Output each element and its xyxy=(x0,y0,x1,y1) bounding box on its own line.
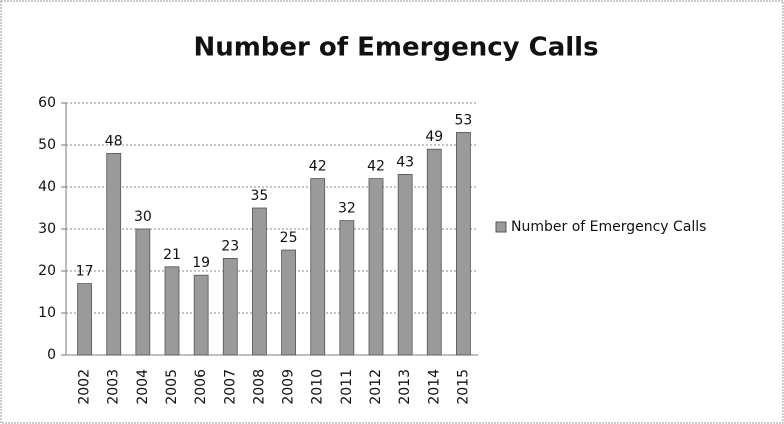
data-label: 23 xyxy=(221,238,239,254)
bar xyxy=(222,257,238,356)
x-tick-label: 2014 xyxy=(426,369,442,405)
x-tick-label: 2013 xyxy=(397,369,413,405)
bar xyxy=(106,152,122,356)
data-label: 35 xyxy=(251,188,269,204)
y-tick-label: 30 xyxy=(38,221,56,237)
data-label: 42 xyxy=(309,159,327,175)
x-tick-label: 2011 xyxy=(339,369,355,405)
y-tick-label: 40 xyxy=(38,179,56,195)
data-label: 53 xyxy=(455,112,473,128)
y-tick-label: 50 xyxy=(38,137,56,153)
data-label: 25 xyxy=(280,230,298,246)
x-tick-label: 2004 xyxy=(135,369,151,405)
data-label: 43 xyxy=(396,154,414,170)
bar xyxy=(339,220,355,356)
bar xyxy=(397,173,413,356)
y-tick-label: 60 xyxy=(38,95,56,111)
bar xyxy=(193,274,209,356)
bar xyxy=(252,207,267,356)
x-tick-label: 2002 xyxy=(77,369,93,405)
x-tick-label: 2006 xyxy=(193,369,209,405)
data-label: 32 xyxy=(338,201,356,217)
x-tick-label: 2008 xyxy=(251,369,267,405)
x-tick-label: 2015 xyxy=(455,369,471,405)
data-label: 42 xyxy=(367,159,385,175)
bar xyxy=(164,266,180,356)
bar xyxy=(310,178,326,356)
bar xyxy=(281,249,296,356)
data-label: 19 xyxy=(192,255,210,271)
x-tick-label: 2003 xyxy=(106,369,122,405)
legend-label: Number of Emergency Calls xyxy=(511,219,706,235)
data-label: 30 xyxy=(134,209,152,225)
bar xyxy=(135,228,151,356)
data-label: 21 xyxy=(163,247,181,263)
legend-swatch xyxy=(495,221,507,233)
y-tick-label: 10 xyxy=(38,305,56,321)
bar xyxy=(456,131,471,356)
x-tick-label: 2007 xyxy=(222,369,238,405)
x-tick-label: 2005 xyxy=(164,369,180,405)
bar xyxy=(426,148,442,356)
data-label: 49 xyxy=(425,129,443,145)
chart-title: Number of Emergency Calls xyxy=(193,33,598,63)
x-tick-label: 2012 xyxy=(368,369,384,405)
y-tick-label: 20 xyxy=(38,263,56,279)
y-tick-label: 0 xyxy=(47,347,56,363)
data-label: 17 xyxy=(76,264,94,280)
data-label: 48 xyxy=(105,133,123,149)
x-tick-label: 2010 xyxy=(310,369,326,405)
x-tick-label: 2009 xyxy=(281,369,297,405)
bar xyxy=(77,283,92,356)
bar xyxy=(368,178,384,356)
